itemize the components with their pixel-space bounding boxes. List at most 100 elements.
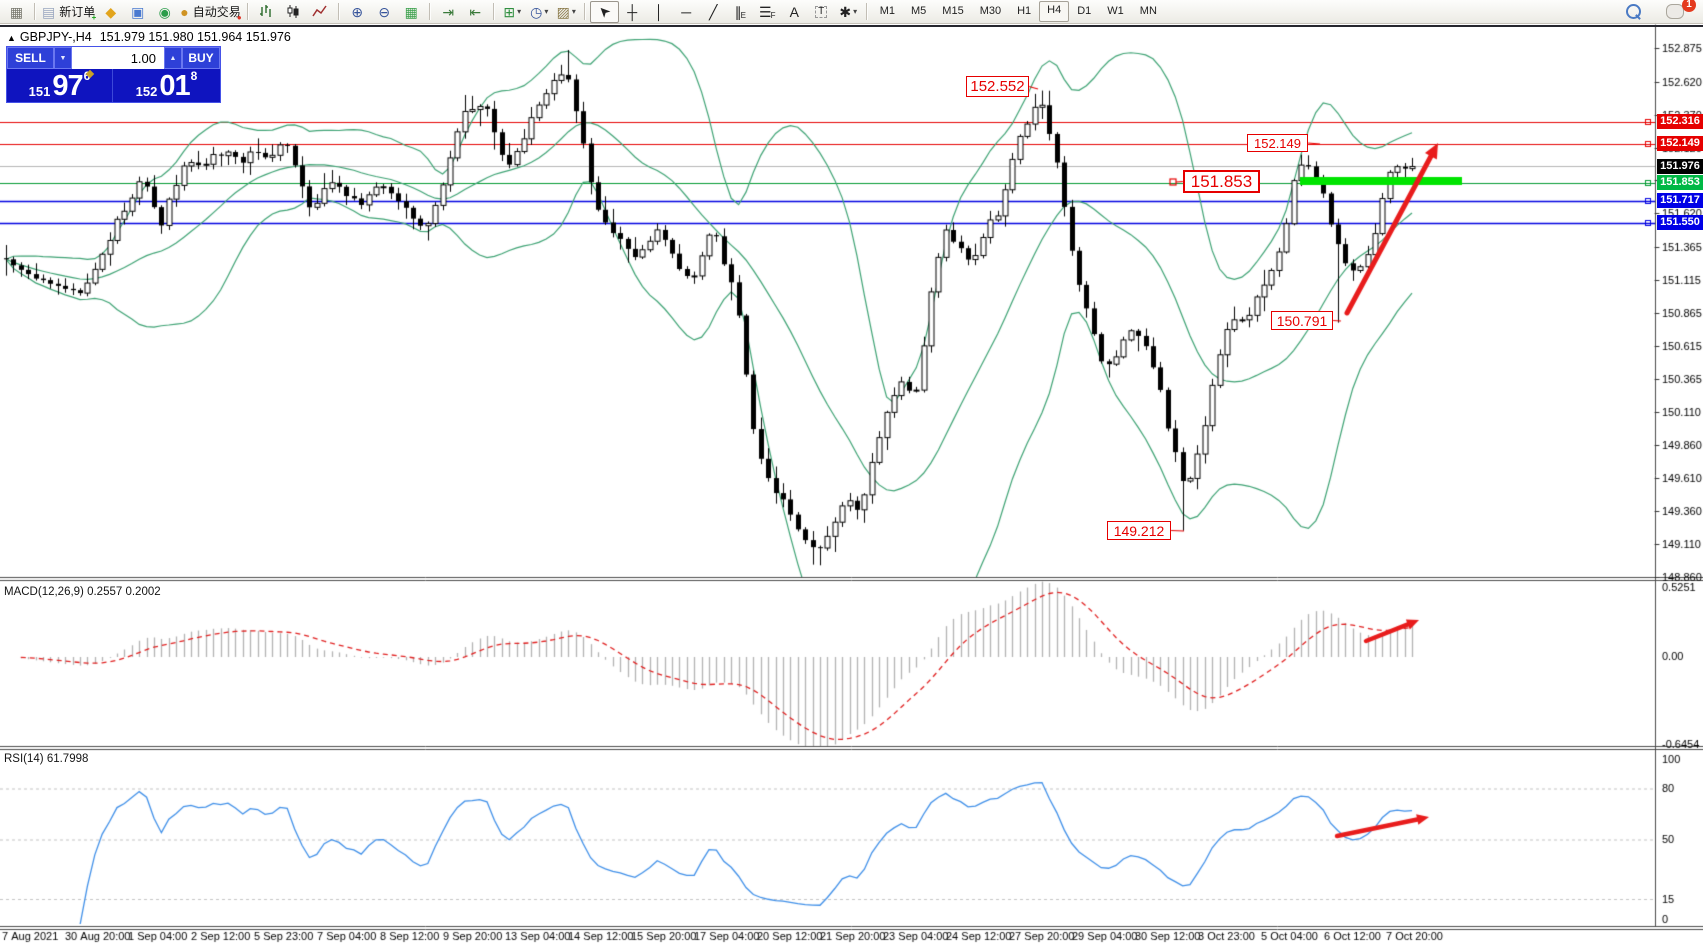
auto-scroll-icon: ⇥ xyxy=(442,3,455,20)
volume-increase-button[interactable]: ▲ xyxy=(164,47,182,69)
price-badge-151.717: 151.717 xyxy=(1657,193,1703,209)
chat-bubble-icon xyxy=(1665,4,1684,19)
ohlc-quote: 151.979 151.980 151.964 151.976 xyxy=(99,30,291,44)
auto-scroll-button[interactable]: ⇥ xyxy=(435,2,462,22)
buy-price-display[interactable]: 152 01 8 xyxy=(113,69,220,102)
toolbar-separator xyxy=(492,3,495,20)
periods-dropdown-icon[interactable]: ▾ xyxy=(544,7,549,16)
fibonacci-tool-button[interactable]: ☰ F xyxy=(754,2,781,22)
bar-chart-icon xyxy=(260,5,271,17)
open-chart-icon: ▦ xyxy=(9,3,24,20)
toolbar-separator xyxy=(428,3,431,20)
toolbar-separator xyxy=(246,3,249,20)
bar-chart-button[interactable] xyxy=(253,2,280,22)
arrows-tool-button[interactable]: ✱ ▾ xyxy=(835,2,862,22)
search-button[interactable] xyxy=(1620,2,1647,22)
toolbar-separator xyxy=(865,3,868,20)
new-order-label: 新订单 xyxy=(59,5,96,19)
price-badge-151.976: 151.976 xyxy=(1657,158,1703,174)
open-chart-button[interactable]: ▦ xyxy=(3,2,30,22)
text-tool-button[interactable]: A xyxy=(781,2,808,22)
toolbar-separator xyxy=(583,3,586,20)
signals-button[interactable]: ◉ xyxy=(151,2,178,22)
timeframe-w1[interactable]: W1 xyxy=(1107,5,1124,17)
timeframe-d1[interactable]: D1 xyxy=(1077,5,1092,17)
timeframe-m30[interactable]: M30 xyxy=(979,5,1002,17)
channel-tool-button[interactable]: ∥ E xyxy=(727,2,754,22)
vertical-line-tool-button[interactable]: │ xyxy=(646,2,673,22)
price-annotation-150.791[interactable]: 150.791 xyxy=(1271,311,1333,330)
price-annotation-152.552[interactable]: 152.552 xyxy=(966,76,1029,97)
toolbar-separator xyxy=(337,3,340,20)
metaeditor-button[interactable]: ◆ xyxy=(97,2,124,22)
timeframe-h4[interactable]: H4 xyxy=(1039,1,1070,22)
symbol-period-label: GBPJPY-,H4 xyxy=(19,30,92,44)
timeframe-m5[interactable]: M5 xyxy=(911,5,927,17)
price-annotation-151.853[interactable]: 151.853 xyxy=(1183,170,1260,193)
tile-windows-button[interactable]: ▦ xyxy=(398,2,425,22)
vertical-line-tool-icon: │ xyxy=(654,3,664,20)
periods-icon: ◷ xyxy=(530,3,543,20)
indicators-button[interactable]: ⊞ ▾ xyxy=(499,2,526,22)
price-annotation-149.212[interactable]: 149.212 xyxy=(1107,521,1171,540)
metaeditor-icon: ◆ xyxy=(105,3,117,20)
timeframe-h1[interactable]: H1 xyxy=(1017,5,1032,17)
fibonacci-tool-icon: ☰ xyxy=(759,3,772,20)
periods-button[interactable]: ◷ ▾ xyxy=(526,2,553,22)
cursor-tool-icon: ➤ xyxy=(594,1,615,22)
macd-label: MACD(12,26,9) 0.2557 0.2002 xyxy=(4,586,161,598)
zoom-in-icon: ⊕ xyxy=(351,3,364,20)
buy-button[interactable]: BUY xyxy=(182,47,220,69)
toolbar-right: 1 xyxy=(1620,0,1700,22)
sell-button[interactable]: SELL xyxy=(7,47,54,69)
label-tool-button[interactable]: T xyxy=(808,2,835,22)
channel-tool-icon: ∥ xyxy=(734,3,742,20)
cursor-tool-button[interactable]: ➤ xyxy=(589,0,619,23)
zoom-out-button[interactable]: ⊖ xyxy=(371,2,398,22)
trendline-tool-button[interactable]: ╱ xyxy=(700,2,727,22)
candlestick-chart-button[interactable] xyxy=(280,2,307,22)
trade-panel-controls: SELL ▼ ▲ BUY xyxy=(7,47,220,69)
horizontal-line-tool-button[interactable]: ─ xyxy=(673,2,700,22)
market-watch-button[interactable]: ▣ xyxy=(124,2,151,22)
fibonacci-tool-sub-label: F xyxy=(770,10,776,20)
timeframe-m1[interactable]: M1 xyxy=(879,5,896,17)
chart-shift-button[interactable]: ⇤ xyxy=(462,2,489,22)
search-icon xyxy=(1626,4,1641,19)
notifications-button[interactable]: 1 xyxy=(1661,0,1696,22)
templates-dropdown-icon[interactable]: ▾ xyxy=(571,7,576,16)
buy-price-main: 01 xyxy=(159,70,190,103)
autotrading-button[interactable]: ● ● 自动交易 xyxy=(178,2,242,22)
zoom-out-icon: ⊖ xyxy=(378,3,391,20)
zoom-in-button[interactable]: ⊕ xyxy=(344,2,371,22)
chart-window-top-border xyxy=(0,25,1703,27)
timeframe-m15[interactable]: M15 xyxy=(942,5,964,17)
horizontal-line-tool-icon: ─ xyxy=(681,3,692,20)
volume-input[interactable] xyxy=(72,47,164,69)
autotrading-badge-icon: ● xyxy=(236,12,242,22)
crosshair-tool-button[interactable]: ┼ xyxy=(619,2,646,22)
toolbar-items: ▦ ▤ + 新订单 ◆ ▣ ◉ ● ● 自动交易 ⊕ ⊖ ▦ ⇥ ⇤ ⊞ ▾ ◷ ▾ ▨ ▾ ➤ ┼ │ ─ ╱ ∥ E ☰ F A T ✱ ▾ M… xyxy=(3,0,1165,23)
line-chart-button[interactable] xyxy=(307,2,334,22)
templates-button[interactable]: ▨ ▾ xyxy=(553,2,580,22)
signals-icon: ◉ xyxy=(158,3,171,20)
crosshair-tool-icon: ┼ xyxy=(627,3,638,20)
notification-badge: 1 xyxy=(1682,0,1696,12)
market-watch-icon: ▣ xyxy=(131,3,145,20)
indicators-dropdown-icon[interactable]: ▾ xyxy=(517,7,522,16)
collapse-arrow-icon[interactable]: ▲ xyxy=(7,33,16,43)
sell-price-display[interactable]: 151976 xyxy=(7,69,113,102)
label-tool-icon: T xyxy=(815,5,828,18)
text-tool-icon: A xyxy=(789,3,799,20)
new-order-button[interactable]: ▤ + 新订单 xyxy=(40,2,97,22)
new-order-badge-icon: + xyxy=(91,12,97,22)
price-annotation-152.149[interactable]: 152.149 xyxy=(1247,134,1308,152)
timeframe-mn[interactable]: MN xyxy=(1139,5,1157,17)
volume-decrease-button[interactable]: ▼ xyxy=(54,47,72,69)
arrows-tool-dropdown-icon[interactable]: ▾ xyxy=(853,7,858,16)
buy-price-prefix: 152 xyxy=(135,84,158,99)
sell-price-prefix: 151 xyxy=(28,84,51,99)
